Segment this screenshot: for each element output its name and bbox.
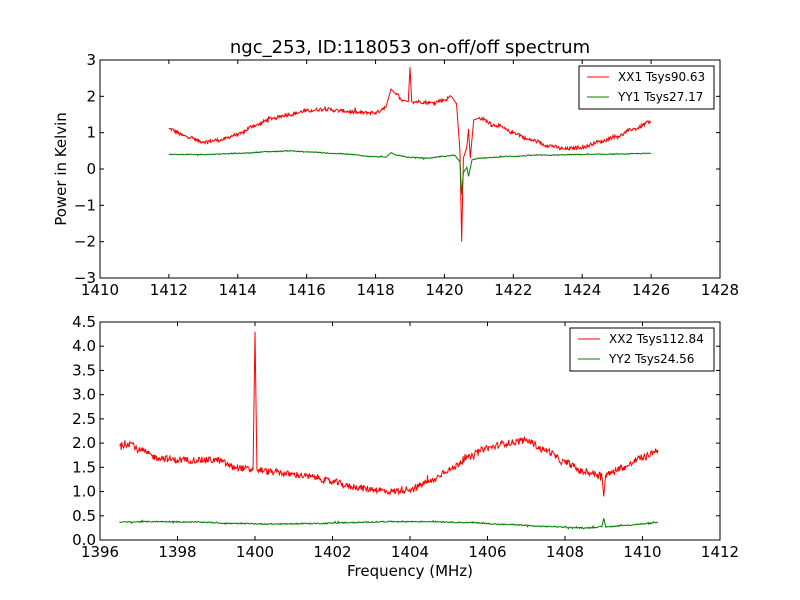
top-plot-legend: XX1 Tsys90.63 YY1 Tsys27.17	[578, 65, 715, 110]
legend-entry: XX1 Tsys90.63	[618, 70, 705, 84]
x-tick-label: 1428	[701, 281, 739, 299]
legend-entry: XX2 Tsys112.84	[609, 332, 704, 346]
y-tick-label: 2.0	[72, 434, 96, 452]
x-tick-label: 1418	[356, 281, 394, 299]
x-tick-label: 1408	[546, 543, 584, 561]
x-tick-label: 1422	[494, 281, 532, 299]
bottom-plot-xlabel: Frequency (MHz)	[347, 562, 473, 580]
x-tick-label: 1396	[81, 543, 119, 561]
legend-entry: YY2 Tsys24.56	[608, 352, 694, 366]
y-tick-label: 2.5	[72, 410, 96, 428]
x-tick-label: 1400	[236, 543, 274, 561]
top-plot-title: ngc_253, ID:118053 on-off/off spectrum	[230, 37, 590, 58]
x-tick-label: 1412	[701, 543, 739, 561]
series-line-red	[168, 67, 652, 242]
x-tick-label: 1412	[150, 281, 188, 299]
legend-box	[578, 65, 715, 110]
y-tick-label: 3	[86, 51, 96, 69]
series-line-green	[168, 149, 652, 195]
top-plot-area	[168, 67, 652, 242]
x-tick-label: 1398	[158, 543, 196, 561]
y-tick-label: −2	[74, 233, 96, 251]
x-tick-label: 1416	[288, 281, 326, 299]
y-tick-label: 1.5	[72, 458, 96, 476]
y-tick-label: 4.0	[72, 337, 96, 355]
bottom-plot-axes: 1396 1398 1400 1402 1404 1406 1408 1410 1412 0.0 0…	[72, 313, 739, 561]
x-tick-label: 1424	[563, 281, 601, 299]
y-tick-label: −1	[74, 196, 96, 214]
y-tick-label: 0.0	[72, 531, 96, 549]
y-tick-label: 1.0	[72, 483, 96, 501]
y-tick-label: 3.0	[72, 386, 96, 404]
series-line-green	[119, 518, 659, 530]
legend-box	[569, 327, 715, 372]
y-tick-label: 1	[86, 124, 96, 142]
y-tick-label: −3	[74, 269, 96, 287]
series-line-red	[119, 331, 659, 497]
x-tick-label: 1402	[313, 543, 351, 561]
y-tick-label: 0	[86, 160, 96, 178]
x-tick-label: 1404	[391, 543, 429, 561]
y-tick-label: 4.5	[72, 313, 96, 331]
x-tick-label: 1410	[81, 281, 119, 299]
bottom-plot-area	[119, 331, 659, 530]
y-tick-label: 3.5	[72, 361, 96, 379]
bottom-plot-legend: XX2 Tsys112.84 YY2 Tsys24.56	[569, 327, 715, 372]
top-plot-panel: ngc_253, ID:118053 on-off/off spectrum P…	[52, 37, 739, 299]
bottom-plot-panel: Frequency (MHz) 1396 1398 1400 1402 1404 1406…	[72, 313, 739, 580]
top-plot-axes: 1410 1412 1414 1416 1418 1420 1422 1424 1426 1428…	[74, 51, 739, 299]
x-tick-label: 1414	[219, 281, 257, 299]
x-tick-label: 1420	[425, 281, 463, 299]
x-tick-label: 1426	[632, 281, 670, 299]
x-tick-label: 1406	[468, 543, 506, 561]
y-tick-label: 2	[86, 87, 96, 105]
legend-entry: YY1 Tsys27.17	[617, 90, 703, 104]
top-plot-ylabel: Power in Kelvin	[52, 112, 70, 226]
y-tick-label: 0.5	[72, 507, 96, 525]
x-tick-label: 1410	[623, 543, 661, 561]
